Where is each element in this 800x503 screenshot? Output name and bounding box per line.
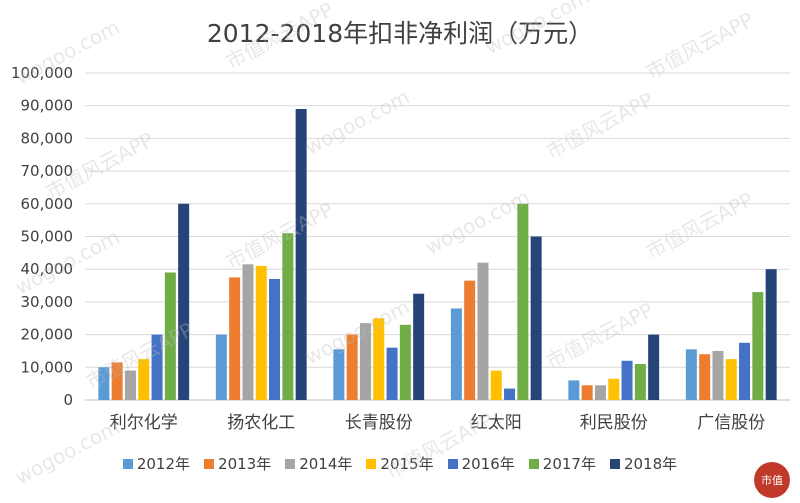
x-tick-label: 长青股份 (345, 413, 413, 433)
y-tick-label: 60,000 (21, 195, 74, 213)
legend-item: 2017年 (528, 453, 596, 474)
bar (386, 347, 398, 400)
bar (359, 323, 371, 400)
bar (164, 272, 176, 400)
bar (477, 262, 489, 400)
y-tick-label: 10,000 (21, 358, 74, 376)
y-tick-label: 40,000 (21, 260, 74, 278)
legend-label: 2012年 (136, 455, 191, 473)
bar (255, 265, 267, 400)
y-tick-label: 70,000 (21, 162, 74, 180)
legend-swatch (122, 458, 133, 469)
bar (594, 385, 606, 400)
bar (373, 318, 385, 400)
legend-label: 2013年 (218, 455, 272, 473)
bar (608, 378, 620, 400)
y-tick-label: 80,000 (21, 129, 74, 147)
legend-label: 2014年 (299, 455, 353, 473)
bar (98, 367, 110, 400)
bar (581, 385, 593, 400)
bar (215, 334, 227, 400)
y-tick-label: 30,000 (21, 293, 74, 311)
legend-label: 2015年 (380, 455, 434, 473)
bar (752, 292, 764, 400)
legend-swatch (204, 458, 215, 469)
x-tick-label: 红太阳 (471, 413, 522, 433)
bar (138, 359, 150, 400)
bar (568, 380, 580, 400)
bar (413, 293, 425, 400)
bar (725, 359, 737, 400)
x-tick-label: 利尔化学 (110, 413, 178, 433)
legend-item: 2014年 (285, 453, 352, 474)
bar (229, 277, 241, 400)
bar (530, 236, 542, 400)
bar (504, 388, 516, 400)
bar (739, 342, 751, 400)
legend-label: 2018年 (623, 455, 678, 473)
watermark-logo: 市值 (754, 462, 790, 498)
bar (399, 324, 411, 400)
chart-title: 2012-2018年扣非净利润（万元） (206, 19, 594, 48)
legend-item: 2013年 (204, 453, 271, 474)
bar (178, 203, 190, 400)
bar (295, 108, 307, 400)
y-tick-label: 20,000 (21, 326, 74, 344)
bar (333, 349, 345, 400)
bar (124, 370, 136, 400)
legend-item: 2015年 (366, 453, 434, 474)
bar (282, 233, 294, 400)
x-tick-label: 扬农化工 (227, 413, 295, 433)
legend-swatch (285, 458, 296, 469)
bar (490, 370, 502, 400)
legend-swatch (366, 458, 377, 469)
bar (269, 279, 281, 400)
bar (621, 360, 633, 400)
legend-label: 2016年 (461, 455, 515, 473)
chart-legend: 2012年 2013年 2014年 2015年 2016年 2017年 2018年 (0, 453, 800, 474)
bar (242, 264, 254, 400)
bar (111, 362, 123, 400)
bar (634, 364, 646, 400)
bar (346, 334, 358, 400)
legend-swatch (528, 458, 539, 469)
y-tick-label: 90,000 (21, 97, 74, 115)
bar (648, 334, 660, 400)
legend-item: 2016年 (447, 453, 515, 474)
bar (685, 349, 697, 400)
bar (450, 308, 462, 400)
x-tick-label: 利民股份 (580, 413, 648, 433)
bar (712, 350, 724, 400)
bar (517, 203, 529, 400)
bar (699, 354, 711, 400)
legend-swatch (609, 458, 620, 469)
legend-label: 2017年 (542, 455, 596, 473)
legend-item: 2012年 (122, 453, 191, 474)
y-tick-label: 50,000 (21, 228, 74, 246)
bar (151, 334, 163, 400)
legend-swatch (447, 458, 458, 469)
bar (464, 280, 476, 400)
y-tick-label: 0 (63, 391, 73, 409)
legend-item: 2018年 (609, 453, 678, 474)
x-tick-label: 广信股份 (697, 413, 765, 433)
y-tick-label: 100,000 (11, 64, 73, 82)
bar (765, 269, 777, 400)
